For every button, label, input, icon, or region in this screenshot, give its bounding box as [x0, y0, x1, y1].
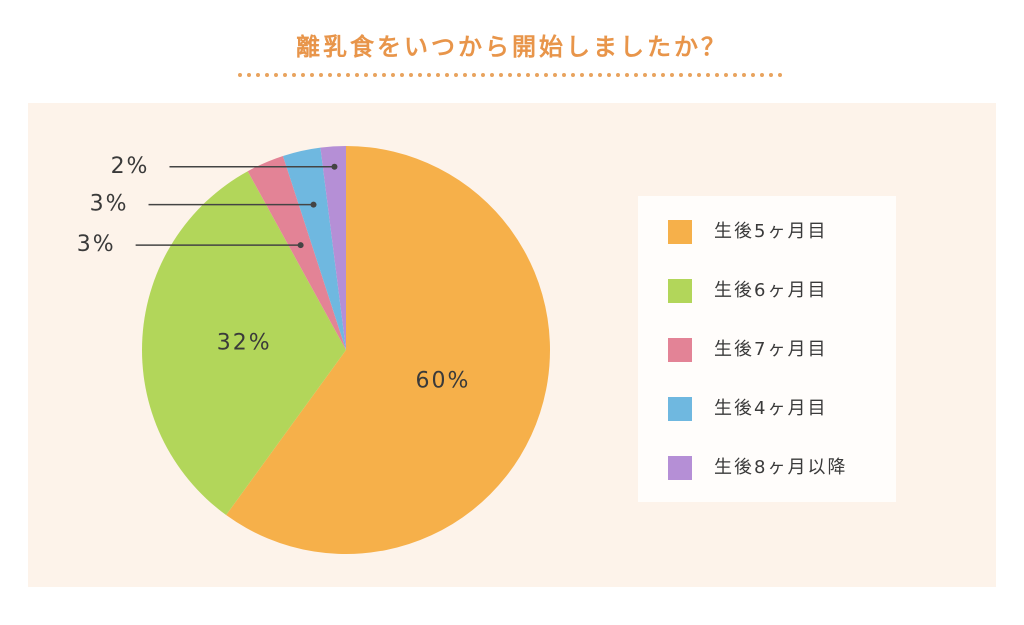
- legend-swatch: [668, 397, 692, 421]
- leader-dot: [297, 242, 304, 249]
- slice-label: 3%: [77, 232, 116, 257]
- legend-swatch: [668, 279, 692, 303]
- pie-slice: [141, 171, 346, 516]
- chart-title: 離乳食をいつから開始しましたか？: [296, 33, 728, 61]
- slice-label: 60%: [416, 369, 471, 394]
- slice-label: 2%: [111, 154, 150, 179]
- legend-swatch: [668, 220, 692, 244]
- legend-label: 生後8ヶ月以降: [714, 457, 847, 478]
- legend-swatch: [668, 338, 692, 362]
- slice-label: 32%: [217, 331, 272, 356]
- legend-swatch: [668, 456, 692, 480]
- legend-label: 生後4ヶ月目: [714, 398, 827, 419]
- slice-label: 3%: [90, 192, 129, 217]
- leader-dot: [310, 201, 317, 208]
- pie-slice: [320, 146, 346, 350]
- leader-dot: [331, 163, 338, 170]
- pie-slice: [282, 147, 346, 350]
- legend-label: 生後5ヶ月目: [714, 221, 827, 242]
- legend-label: 生後7ヶ月目: [714, 339, 827, 360]
- pie-slice: [226, 146, 551, 554]
- legend-label: 生後6ヶ月目: [714, 280, 827, 301]
